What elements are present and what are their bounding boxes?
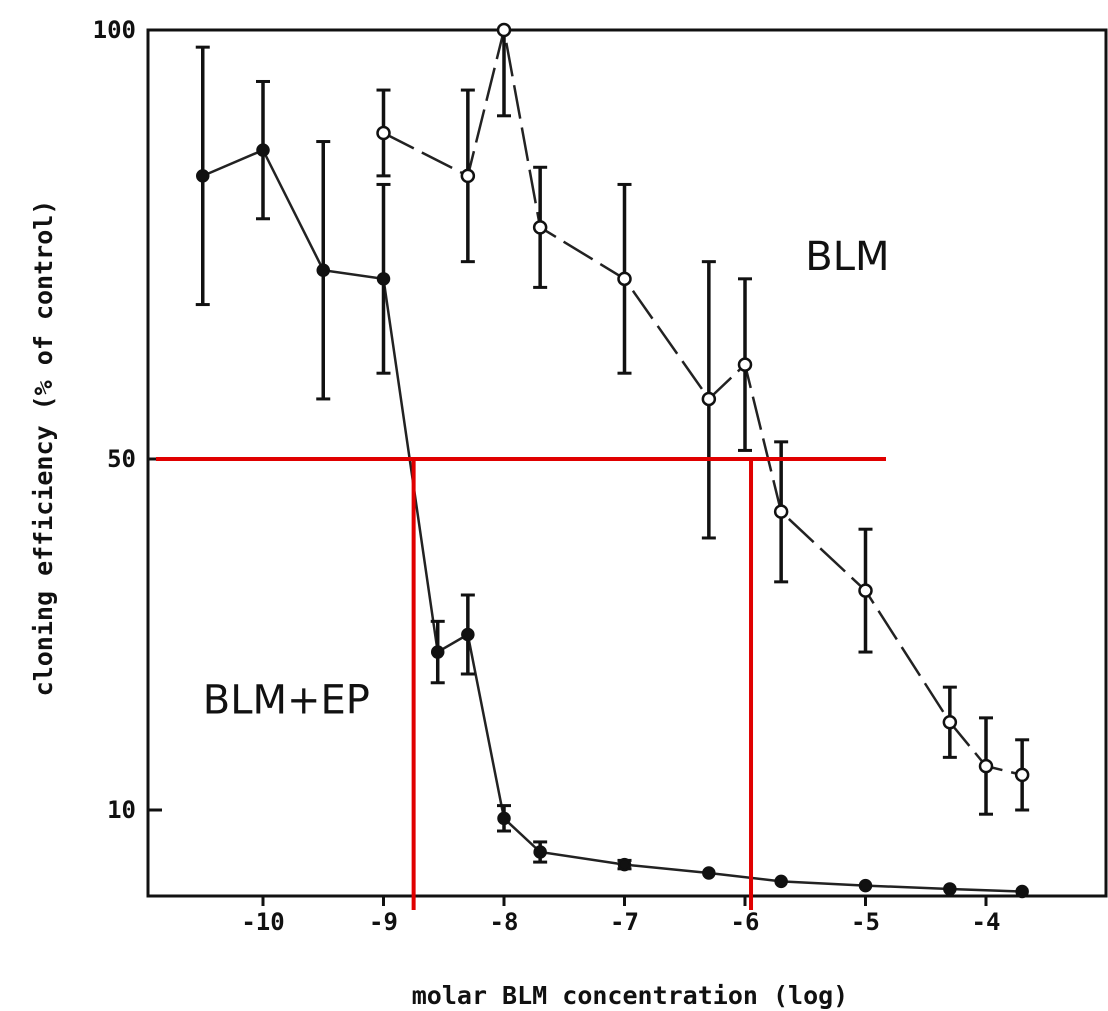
data-point bbox=[376, 125, 391, 141]
data-point bbox=[256, 143, 270, 157]
data-point bbox=[702, 866, 716, 880]
data-point bbox=[701, 391, 717, 407]
data-point bbox=[943, 882, 957, 896]
x-tick-label: -7 bbox=[610, 908, 639, 936]
y-axis-title: cloning efficiency (% of control) bbox=[29, 200, 58, 697]
data-point bbox=[978, 758, 994, 774]
data-point bbox=[1015, 884, 1029, 899]
data-point bbox=[532, 220, 548, 235]
data-point bbox=[858, 583, 873, 598]
x-axis-title: molar BLM concentration (log) bbox=[412, 981, 849, 1010]
x-axis-ticks: -10 -9 -8 -7 -6 -5 -4 bbox=[241, 896, 1000, 936]
y-tick-label: 100 bbox=[93, 16, 136, 44]
data-point bbox=[496, 22, 512, 38]
plot-frame bbox=[146, 28, 1108, 898]
annotation-blm-ep: BLM+EP bbox=[203, 677, 370, 723]
data-point bbox=[430, 645, 445, 659]
data-point bbox=[497, 811, 511, 826]
data-point bbox=[773, 504, 789, 519]
series-line bbox=[202, 148, 1023, 893]
data-point bbox=[617, 271, 632, 287]
series-blm-ep bbox=[195, 45, 1029, 899]
annotations: BLM BLM+EP bbox=[203, 234, 890, 723]
y-tick-label: 50 bbox=[107, 445, 136, 473]
y-tick-label: 10 bbox=[107, 796, 136, 824]
x-tick-label: -8 bbox=[490, 908, 519, 936]
data-point bbox=[533, 845, 547, 859]
series-layer bbox=[195, 22, 1030, 899]
data-point bbox=[376, 272, 391, 286]
reference-lines bbox=[156, 457, 886, 910]
series-blm bbox=[376, 22, 1030, 816]
data-point bbox=[316, 263, 330, 277]
data-point bbox=[737, 357, 753, 372]
data-point bbox=[460, 168, 476, 184]
data-point bbox=[461, 627, 475, 642]
data-point bbox=[942, 715, 958, 730]
x-tick-label: -9 bbox=[369, 908, 398, 936]
data-point bbox=[1014, 767, 1030, 783]
data-point bbox=[858, 878, 873, 893]
data-point bbox=[196, 169, 210, 183]
data-point bbox=[617, 857, 632, 872]
series-line bbox=[382, 29, 1023, 777]
annotation-blm: BLM bbox=[805, 234, 889, 280]
x-tick-label: -4 bbox=[972, 908, 1001, 936]
x-tick-label: -10 bbox=[241, 908, 284, 936]
y-axis-ticks: 100 50 10 bbox=[93, 16, 162, 824]
data-point bbox=[774, 874, 788, 889]
x-tick-label: -5 bbox=[851, 908, 880, 936]
x-tick-label: -6 bbox=[731, 908, 760, 936]
